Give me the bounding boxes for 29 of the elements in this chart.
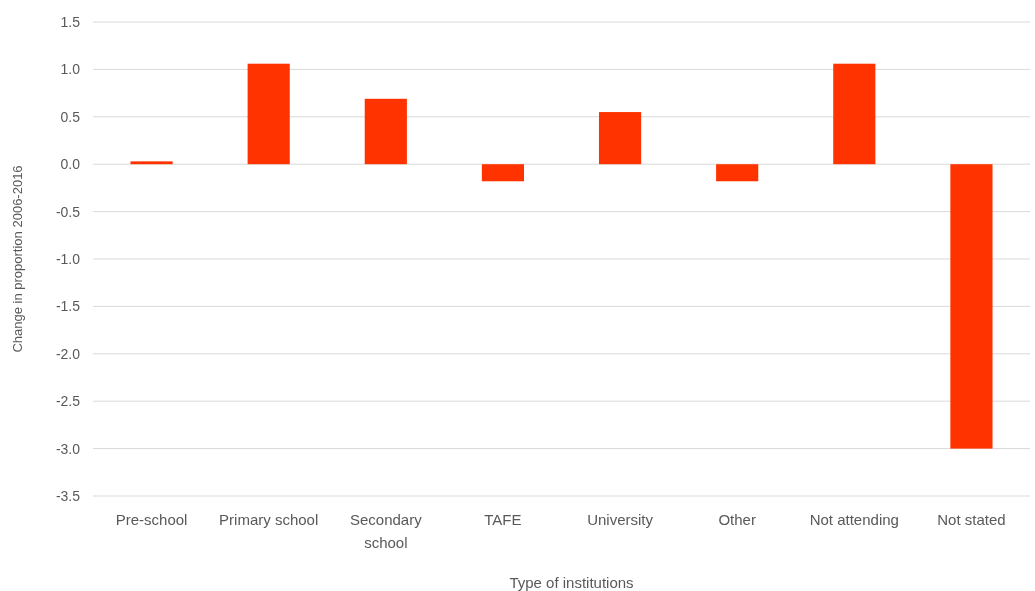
bar <box>716 164 759 182</box>
bar <box>833 63 876 165</box>
y-tick-label: -0.5 <box>55 203 81 220</box>
y-tick-label: -3.5 <box>55 487 81 504</box>
y-tick-label: 1.5 <box>60 13 81 30</box>
bar <box>130 161 173 165</box>
x-tick-label: TAFE <box>484 511 522 528</box>
bar <box>598 112 642 165</box>
y-tick-label: -1.0 <box>55 250 81 267</box>
y-tick-label: -2.0 <box>55 345 81 362</box>
bar <box>950 164 993 449</box>
y-tick-label: -2.5 <box>55 393 81 410</box>
y-tick-label: 0.0 <box>60 156 81 173</box>
x-tick-label: Pre-school <box>115 511 188 528</box>
x-tick-label: Not attending <box>809 511 899 528</box>
bar <box>481 164 525 182</box>
x-tick-label: Other <box>718 511 756 528</box>
x-tick-label: Not stated <box>937 511 1006 528</box>
y-tick-label: -3.0 <box>55 440 81 457</box>
y-tick-label: 1.0 <box>60 61 81 78</box>
y-tick-label: 0.5 <box>60 108 81 125</box>
x-tick-label: Primary school <box>219 511 319 528</box>
y-tick-label: -1.5 <box>55 298 81 315</box>
x-tick-label: Secondary school <box>349 511 423 551</box>
bar <box>247 63 290 165</box>
x-tick-label: University <box>587 511 654 528</box>
bar <box>364 98 407 165</box>
y-axis-title: Change in proportion 2006-2016 <box>10 165 25 353</box>
x-axis-title: Type of institutions <box>509 574 634 591</box>
